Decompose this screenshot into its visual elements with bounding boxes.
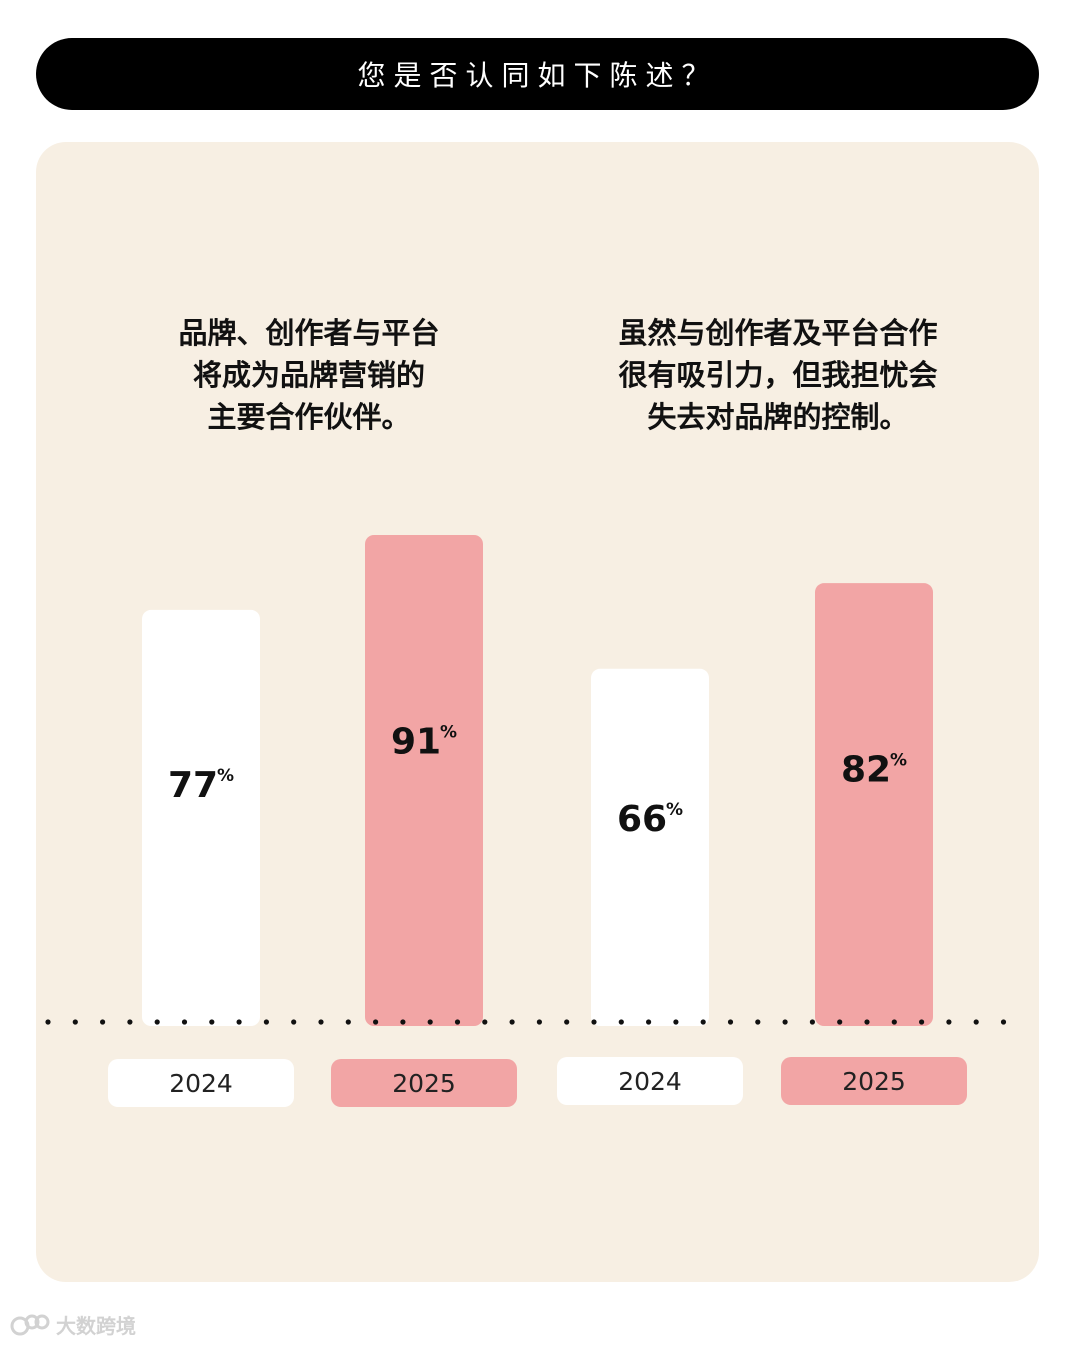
year-pill-1-2024 <box>108 1059 294 1107</box>
page-title: 您是否认同如下陈述？ <box>357 59 718 92</box>
year-pill-2-2024 <box>557 1057 743 1105</box>
bar-2-2024 <box>591 668 709 1026</box>
year-label-1-2025: 2025 <box>392 1069 456 1098</box>
question-2-line-2: 很有吸引力，但我担忧会 <box>618 358 938 392</box>
value-label-2-2024: 66 <box>617 799 667 840</box>
bar-2-2025 <box>815 583 933 1026</box>
watermark: 大数跨境 <box>10 1310 136 1339</box>
year-label-2-2024: 2024 <box>618 1067 682 1096</box>
value-suffix-2-2024: % <box>666 800 683 820</box>
question-1-line-1: 品牌、创作者与平台 <box>178 316 440 350</box>
year-pill-2-2025 <box>781 1057 967 1105</box>
value-suffix-1-2024: % <box>217 766 234 786</box>
value-label-1-2025: 91 <box>391 722 441 763</box>
bar-1-2024 <box>142 609 260 1026</box>
value-suffix-2-2025: % <box>890 750 907 770</box>
value-label-2-2025: 82 <box>841 749 891 790</box>
year-label-1-2024: 2024 <box>169 1069 233 1098</box>
watermark-text: 大数跨境 <box>56 1314 136 1338</box>
question-1: 品牌、创作者与平台 将成为品牌营销的 主要合作伙伴。 <box>99 312 519 438</box>
question-2-line-3: 失去对品牌的控制。 <box>647 400 909 434</box>
value-suffix-1-2025: % <box>440 723 457 743</box>
brand-logo-icon <box>10 1314 50 1335</box>
question-1-line-2: 将成为品牌营销的 <box>192 358 425 392</box>
year-pill-1-2025 <box>331 1059 517 1107</box>
value-label-1-2024: 77 <box>168 765 218 806</box>
year-label-2-2025: 2025 <box>842 1067 906 1096</box>
header-bar: 您是否认同如下陈述？ <box>36 38 1039 110</box>
question-2-line-1: 虽然与创作者及平台合作 <box>618 316 938 350</box>
question-1-line-3: 主要合作伙伴。 <box>207 400 411 434</box>
question-2: 虽然与创作者及平台合作 很有吸引力，但我担忧会 失去对品牌的控制。 <box>568 312 988 438</box>
dotted-baseline <box>45 1019 1007 1025</box>
bar-1-2025 <box>365 535 483 1026</box>
